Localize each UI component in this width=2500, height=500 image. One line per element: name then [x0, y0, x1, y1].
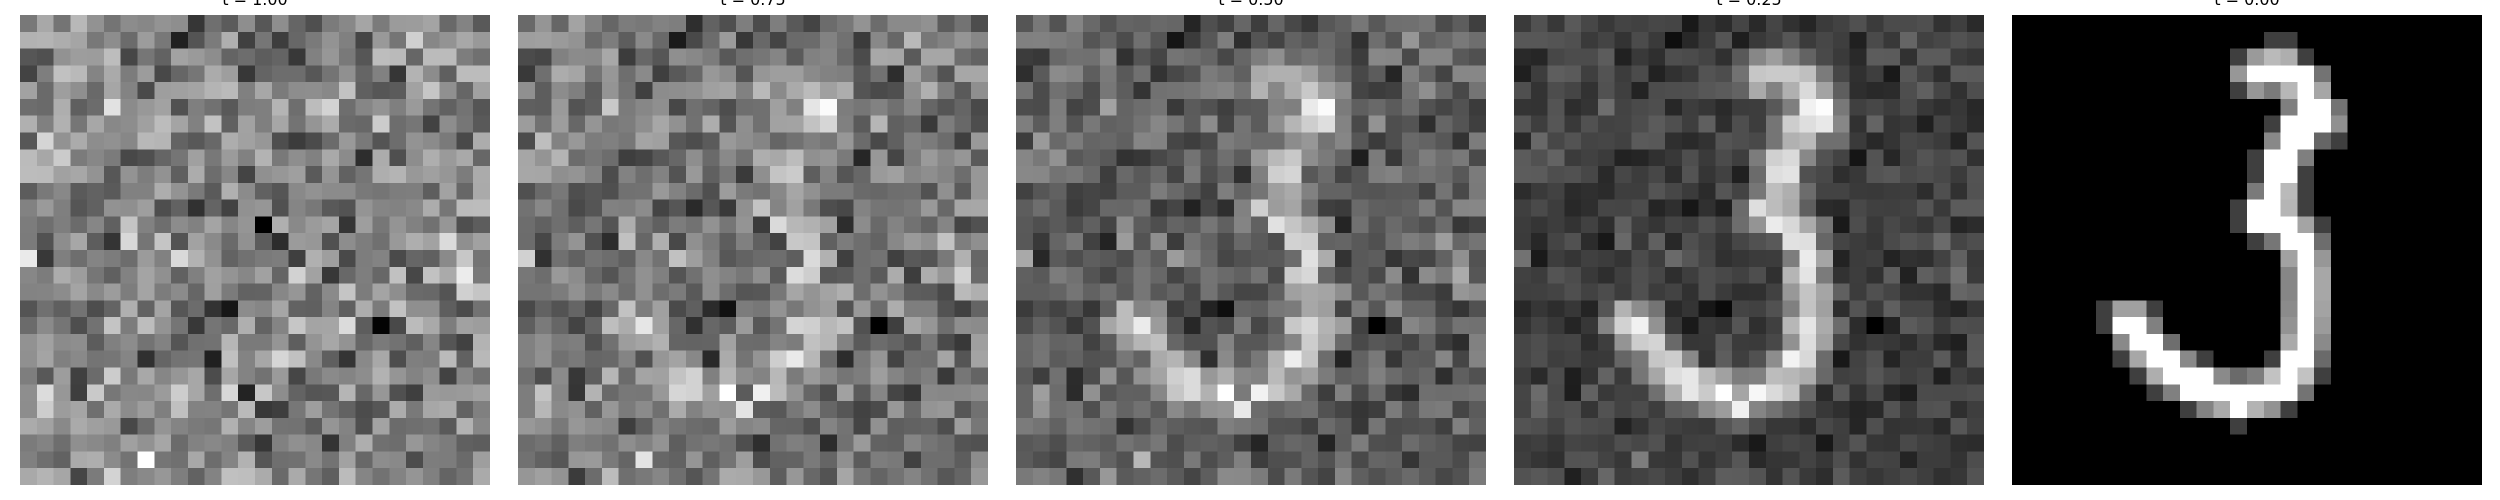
- panel-t-0-25: t = 0.25: [1514, 0, 1984, 500]
- panel-title: t = 0.25: [1514, 0, 1984, 10]
- panel-title: t = 1.00: [20, 0, 490, 10]
- noisy-image-canvas: [20, 15, 490, 485]
- noisy-image-canvas: [1016, 15, 1486, 485]
- clean-image-canvas: [2012, 15, 2482, 485]
- noisy-image-canvas: [1514, 15, 1984, 485]
- noisy-image-canvas: [518, 15, 988, 485]
- panel-t-0-75: t = 0.75: [518, 0, 988, 500]
- panel-title: t = 0.00: [2012, 0, 2482, 10]
- panel-t-1-00: t = 1.00: [20, 0, 490, 500]
- panel-title: t = 0.50: [1016, 0, 1486, 10]
- panel-title: t = 0.75: [518, 0, 988, 10]
- panel-t-0-00: t = 0.00: [2012, 0, 2482, 500]
- panel-t-0-50: t = 0.50: [1016, 0, 1486, 500]
